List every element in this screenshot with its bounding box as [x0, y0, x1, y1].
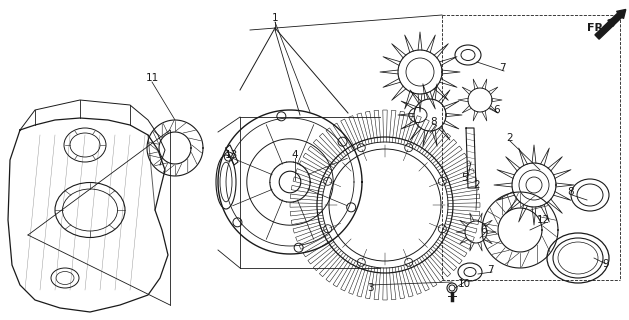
- Text: 10: 10: [457, 279, 470, 289]
- Text: 8: 8: [568, 187, 574, 197]
- Text: 6: 6: [494, 105, 500, 115]
- Text: 13: 13: [225, 150, 238, 160]
- Text: 7: 7: [487, 265, 493, 275]
- Text: 6: 6: [481, 225, 487, 235]
- Text: 12: 12: [537, 215, 550, 225]
- Text: 11: 11: [145, 73, 159, 83]
- Text: 8: 8: [431, 117, 437, 127]
- Text: 9: 9: [603, 259, 610, 269]
- Text: 1: 1: [272, 13, 278, 23]
- Text: 3: 3: [367, 283, 374, 293]
- FancyArrow shape: [595, 10, 626, 39]
- Text: 2: 2: [474, 180, 481, 190]
- Text: 7: 7: [499, 63, 505, 73]
- Text: FR.: FR.: [587, 23, 607, 33]
- Text: 5: 5: [462, 173, 469, 183]
- Text: 4: 4: [292, 150, 298, 160]
- Text: 2: 2: [507, 133, 513, 143]
